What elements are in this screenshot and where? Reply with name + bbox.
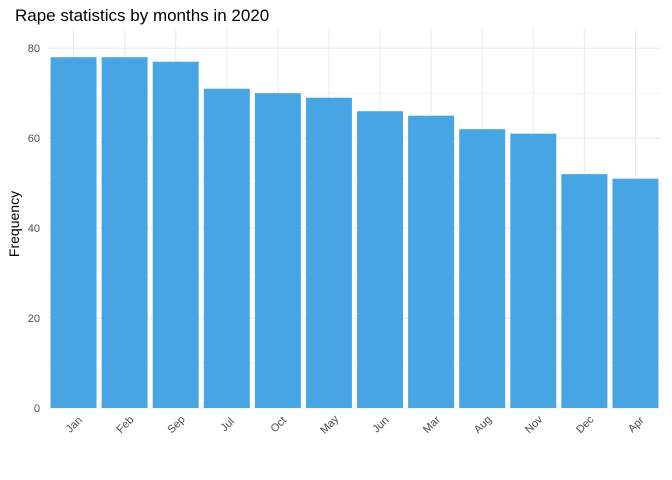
y-tick-label: 80 [28, 43, 40, 55]
y-tick-label: 40 [28, 223, 40, 235]
bar-dec [561, 174, 608, 408]
x-tick-label: Jul [218, 416, 236, 434]
y-tick-labels: 0 20 40 60 80 [28, 43, 40, 415]
x-tick-label: Apr [626, 414, 647, 435]
bar-aug [459, 129, 506, 409]
bar-apr [612, 178, 659, 408]
bar-mar [408, 115, 455, 408]
y-tick-label: 60 [28, 133, 40, 145]
x-tick-label: May [318, 413, 342, 437]
x-tick-label: Aug [472, 414, 494, 436]
bar-feb [101, 57, 148, 408]
bar-jan [50, 57, 97, 408]
y-tick-label: 20 [28, 313, 40, 325]
chart-title: Rape statistics by months in 2020 [15, 6, 269, 25]
bar-oct [254, 93, 301, 409]
x-tick-label: Jan [64, 414, 85, 435]
bar-nov [510, 133, 557, 408]
bar-sep [152, 61, 199, 408]
x-tick-label: Dec [574, 413, 597, 436]
x-tick-label: Nov [523, 413, 546, 436]
x-tick-labels: Jan Feb Sep Jul Oct May Jun Mar Aug Nov Dec Apr [64, 413, 647, 437]
x-tick-label: Mar [421, 414, 443, 436]
x-tick-label: Feb [115, 414, 137, 436]
bar-may [305, 97, 352, 409]
x-tick-label: Jun [370, 414, 391, 435]
y-tick-label: 0 [34, 403, 40, 415]
bars [50, 57, 659, 409]
x-tick-label: Oct [268, 415, 289, 436]
bar-jul [203, 88, 250, 409]
bar-jun [357, 111, 404, 409]
y-axis-label: Frequency [6, 191, 22, 257]
x-tick-label: Sep [165, 414, 187, 436]
